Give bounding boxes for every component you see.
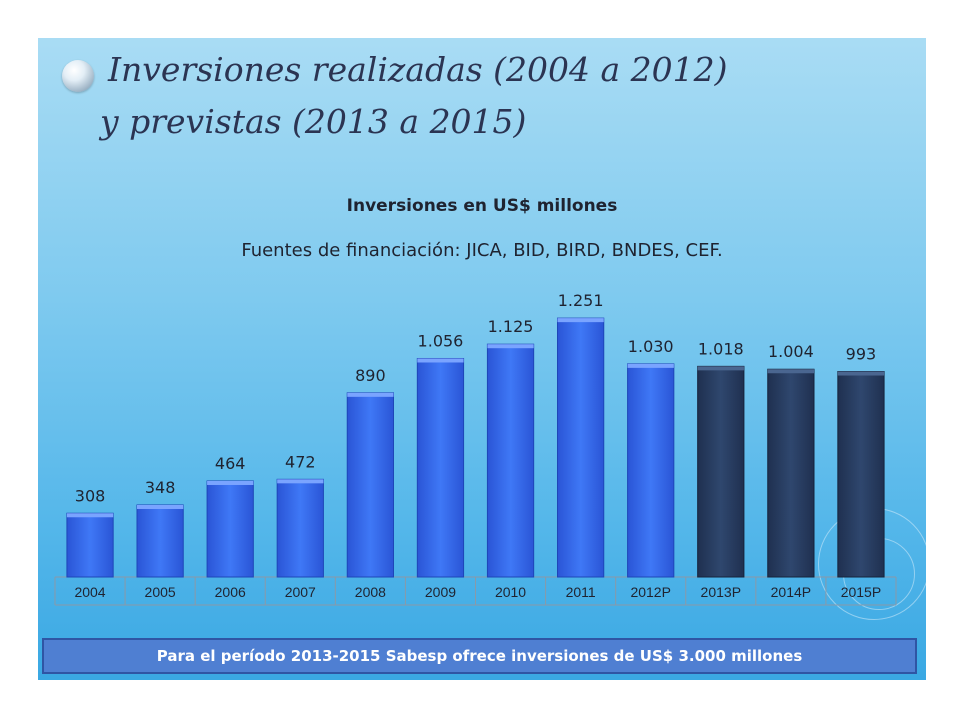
x-tick-label: 2005 [145, 584, 176, 600]
x-tick-label: 2012P [630, 584, 670, 600]
data-label: 1.004 [768, 342, 814, 361]
plot-area: 308 2004 348 2005 464 2006 472 2007 890 2008 1.056… [54, 291, 897, 606]
bar-2013P [697, 365, 745, 578]
x-tick-label: 2004 [74, 584, 105, 600]
slide-title-line-1: Inversiones realizadas (2004 a 2012) [108, 50, 728, 89]
slide-title-line-2: y previstas (2013 a 2015) [100, 102, 527, 141]
bar-top-highlight [277, 479, 324, 484]
bar-2009 [416, 357, 465, 578]
sphere-bullet-icon [62, 60, 94, 92]
data-label: 472 [285, 452, 316, 471]
bar-top-highlight [697, 366, 744, 371]
bar-2012P [627, 363, 675, 578]
footer-text: Para el período 2013-2015 Sabesp ofrece … [156, 647, 803, 665]
bar-2010 [486, 343, 535, 578]
bar-top-highlight [207, 480, 254, 485]
bar-top-highlight [837, 371, 885, 376]
data-label: 1.251 [558, 291, 604, 310]
bar-top-highlight [347, 392, 394, 397]
data-label: 348 [145, 478, 176, 497]
bar-top-highlight [627, 363, 674, 368]
bar-2004 [66, 512, 114, 578]
x-tick-label: 2010 [495, 584, 526, 600]
bar-2015P [837, 371, 885, 578]
data-label: 1.030 [628, 337, 674, 356]
bar-top-highlight [66, 513, 114, 518]
chart-subtitle: Fuentes de financiación: JICA, BID, BIRD… [241, 240, 723, 261]
bar-2007 [276, 478, 324, 578]
slide: Inversiones realizadas (2004 a 2012) y p… [38, 38, 926, 680]
bar-chart: 308 2004 348 2005 464 2006 472 2007 890 2008 1.056… [54, 291, 897, 606]
x-tick-label: 2014P [771, 584, 811, 600]
bar-2011 [556, 317, 605, 578]
x-tick-label: 2007 [285, 584, 316, 600]
data-label: 1.056 [418, 331, 464, 350]
data-label: 1.018 [698, 339, 744, 358]
x-tick-label: 2008 [355, 584, 386, 600]
bar-top-highlight [557, 318, 604, 323]
data-label: 993 [846, 345, 877, 364]
bar-top-highlight [487, 344, 534, 349]
bar-2014P [767, 368, 815, 578]
bar-top-highlight [767, 369, 815, 374]
x-tick-label: 2013P [701, 584, 741, 600]
x-tick-label: 2009 [425, 584, 456, 600]
data-label: 890 [355, 366, 386, 385]
data-label: 464 [215, 454, 246, 473]
bar-2005 [136, 504, 184, 578]
data-label: 308 [75, 486, 106, 505]
bar-2008 [346, 392, 395, 578]
bar-top-highlight [136, 504, 184, 509]
x-tick-label: 2011 [566, 584, 596, 600]
bar-2006 [206, 480, 254, 578]
chart-title: Inversiones en US$ millones [346, 196, 618, 216]
footer-banner: Para el período 2013-2015 Sabesp ofrece … [42, 638, 917, 674]
x-tick-label: 2015P [841, 584, 881, 600]
x-tick-label: 2006 [215, 584, 246, 600]
data-label: 1.125 [488, 317, 534, 336]
bar-top-highlight [417, 358, 464, 363]
